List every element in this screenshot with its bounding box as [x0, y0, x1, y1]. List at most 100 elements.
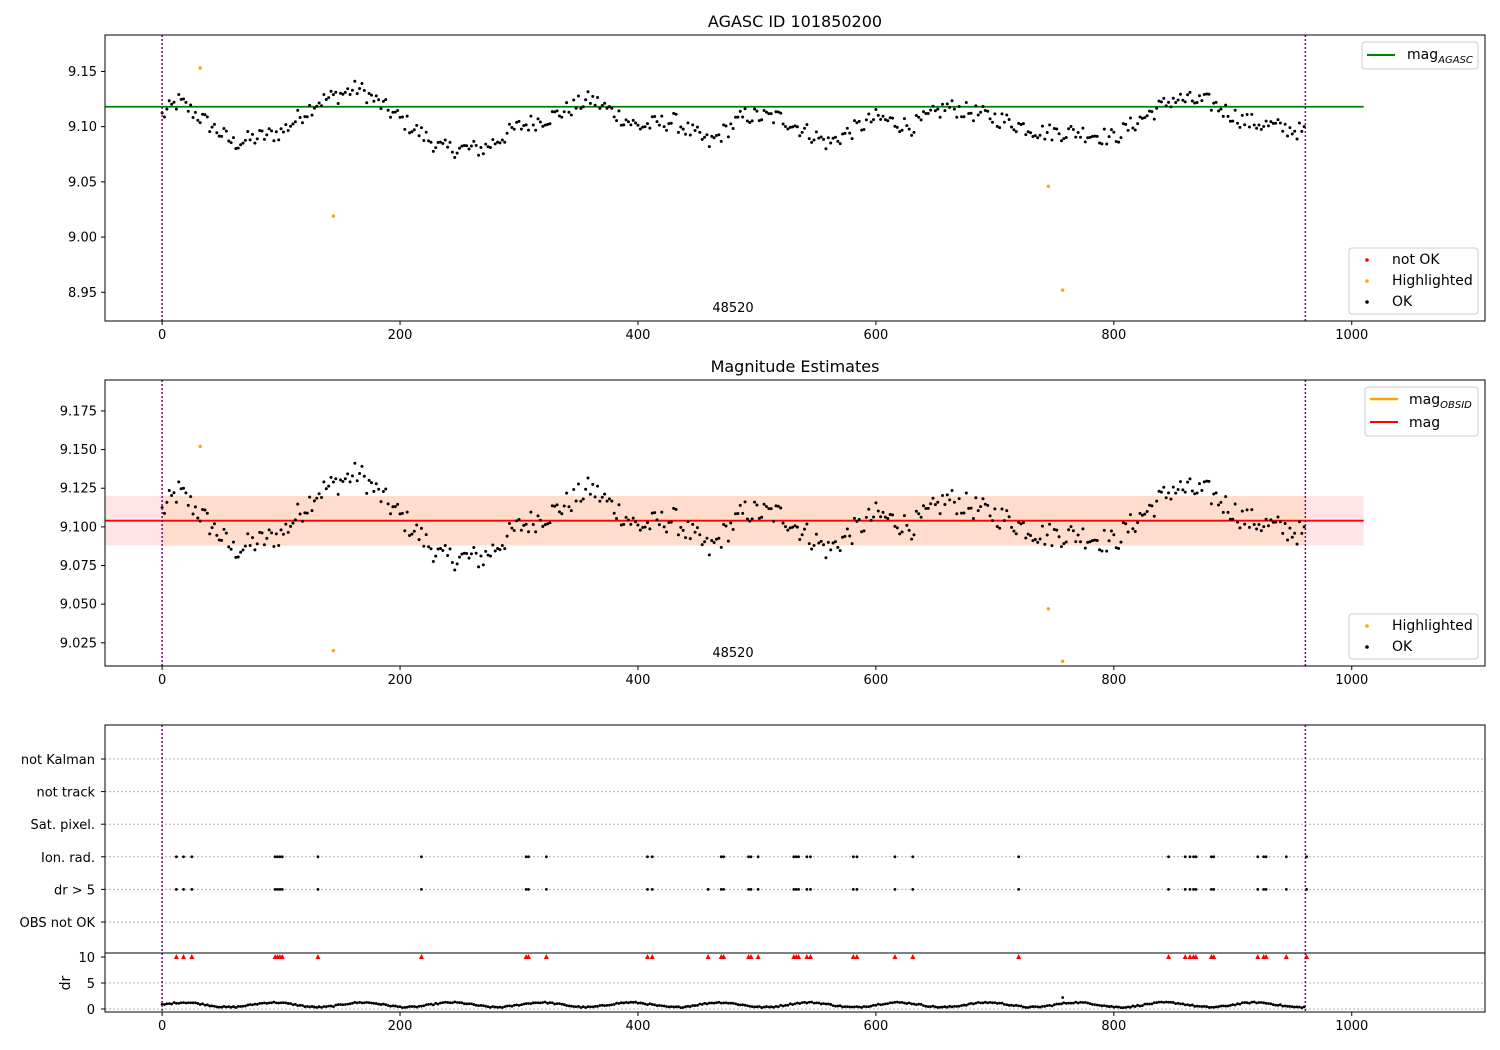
- dr-point: [274, 1001, 278, 1005]
- ok-point: [305, 115, 309, 119]
- dr-point: [201, 1002, 204, 1006]
- flag-event-point: [280, 855, 284, 859]
- dr-point: [872, 1003, 875, 1007]
- ok-point: [379, 500, 383, 504]
- dr-point: [1024, 1005, 1028, 1009]
- ok-point: [755, 109, 759, 113]
- ok-point: [538, 518, 542, 522]
- dr-point: [1129, 1005, 1132, 1009]
- flag-event-point: [851, 855, 855, 859]
- ok-point: [448, 547, 452, 551]
- dr-point: [1226, 1004, 1230, 1008]
- ok-point: [293, 518, 297, 522]
- ok-point: [258, 129, 262, 133]
- ok-point: [648, 126, 652, 130]
- dr-point: [857, 1005, 861, 1009]
- ok-point: [193, 110, 197, 114]
- flag-row-label: not track: [36, 786, 95, 801]
- flag-event-point: [747, 855, 751, 859]
- ok-point: [477, 565, 481, 569]
- ok-point: [933, 503, 937, 507]
- ok-point: [1140, 513, 1144, 517]
- ok-point: [1064, 540, 1068, 544]
- ok-point: [807, 542, 811, 546]
- ok-point: [1055, 127, 1059, 131]
- dr-point: [774, 1005, 778, 1008]
- ok-point: [543, 523, 547, 527]
- ok-point: [1174, 101, 1178, 105]
- ok-point: [1207, 479, 1211, 483]
- ok-point: [1281, 531, 1285, 535]
- ok-point: [348, 480, 352, 484]
- dr-point: [627, 1001, 630, 1005]
- ok-point: [950, 489, 954, 493]
- ok-point: [891, 116, 895, 120]
- ok-point: [1202, 93, 1206, 97]
- ok-point: [1205, 479, 1209, 483]
- dr-point: [1248, 1001, 1251, 1005]
- dr-point: [722, 1001, 726, 1005]
- ok-point: [1005, 509, 1009, 513]
- dr-point: [1262, 1001, 1266, 1005]
- ok-point: [384, 98, 388, 102]
- dr-point: [510, 1004, 514, 1008]
- ok-point: [272, 139, 276, 143]
- dr-point: [560, 1002, 564, 1006]
- dr-point: [605, 1003, 609, 1007]
- dr-point: [1207, 1005, 1211, 1009]
- flag-event-point: [719, 888, 723, 891]
- ok-point: [738, 109, 742, 113]
- ok-point: [1236, 121, 1240, 125]
- ok-point: [698, 533, 702, 537]
- ok-point: [486, 145, 490, 149]
- ok-point: [833, 135, 837, 139]
- ok-point: [324, 97, 328, 101]
- dr-point: [860, 1006, 864, 1009]
- ok-point: [1079, 540, 1083, 544]
- ok-point: [1255, 527, 1259, 531]
- ok-point: [634, 520, 638, 524]
- ok-point: [1228, 517, 1232, 521]
- ok-point: [598, 106, 602, 110]
- ok-point: [872, 118, 876, 122]
- ok-point: [1252, 523, 1256, 527]
- ok-point: [588, 492, 592, 496]
- dr-point: [500, 1006, 504, 1009]
- ok-point: [369, 481, 373, 485]
- dr-point: [983, 1000, 987, 1004]
- flag-event-point: [1188, 888, 1192, 891]
- ok-point: [888, 512, 892, 516]
- dr-clipped-marker: [796, 954, 802, 959]
- flag-row-label: Sat. pixel.: [31, 818, 95, 833]
- ok-point: [1102, 528, 1106, 532]
- ok-point: [1197, 94, 1201, 98]
- flag-event-point: [1209, 855, 1213, 859]
- ok-point: [517, 517, 521, 521]
- ok-point: [312, 499, 316, 503]
- ok-point: [1217, 109, 1221, 113]
- ok-point: [674, 507, 678, 511]
- ok-point: [738, 503, 742, 507]
- dr-point: [738, 1003, 742, 1007]
- ok-point: [1205, 92, 1209, 96]
- dr-point: [862, 1005, 866, 1008]
- ok-point: [327, 484, 331, 488]
- ok-point: [653, 114, 657, 118]
- ok-point: [1055, 528, 1059, 532]
- dr-point: [317, 1005, 321, 1009]
- dr-point: [788, 1002, 792, 1006]
- dr-point: [746, 1004, 749, 1008]
- ok-point: [491, 543, 495, 547]
- ok-point: [902, 514, 906, 518]
- ok-point: [876, 509, 880, 513]
- dr-point: [629, 1000, 633, 1004]
- dr-point: [888, 1001, 892, 1005]
- ok-point: [686, 121, 690, 125]
- dr-point: [784, 1003, 787, 1007]
- ok-point: [803, 527, 807, 531]
- ok-point: [231, 136, 235, 140]
- ok-point: [572, 487, 576, 491]
- ok-point: [427, 139, 431, 143]
- ok-point: [222, 126, 226, 130]
- dr-point: [291, 1003, 295, 1007]
